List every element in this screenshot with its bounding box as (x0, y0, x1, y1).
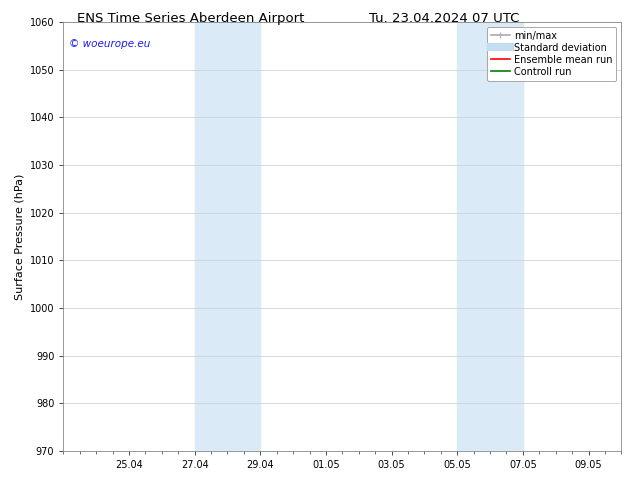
Text: ENS Time Series Aberdeen Airport: ENS Time Series Aberdeen Airport (77, 12, 304, 25)
Text: Tu. 23.04.2024 07 UTC: Tu. 23.04.2024 07 UTC (368, 12, 519, 25)
Text: © woeurope.eu: © woeurope.eu (69, 39, 150, 49)
Legend: min/max, Standard deviation, Ensemble mean run, Controll run: min/max, Standard deviation, Ensemble me… (487, 27, 616, 80)
Y-axis label: Surface Pressure (hPa): Surface Pressure (hPa) (14, 173, 24, 299)
Bar (457, 22, 523, 451)
Bar (195, 22, 261, 451)
